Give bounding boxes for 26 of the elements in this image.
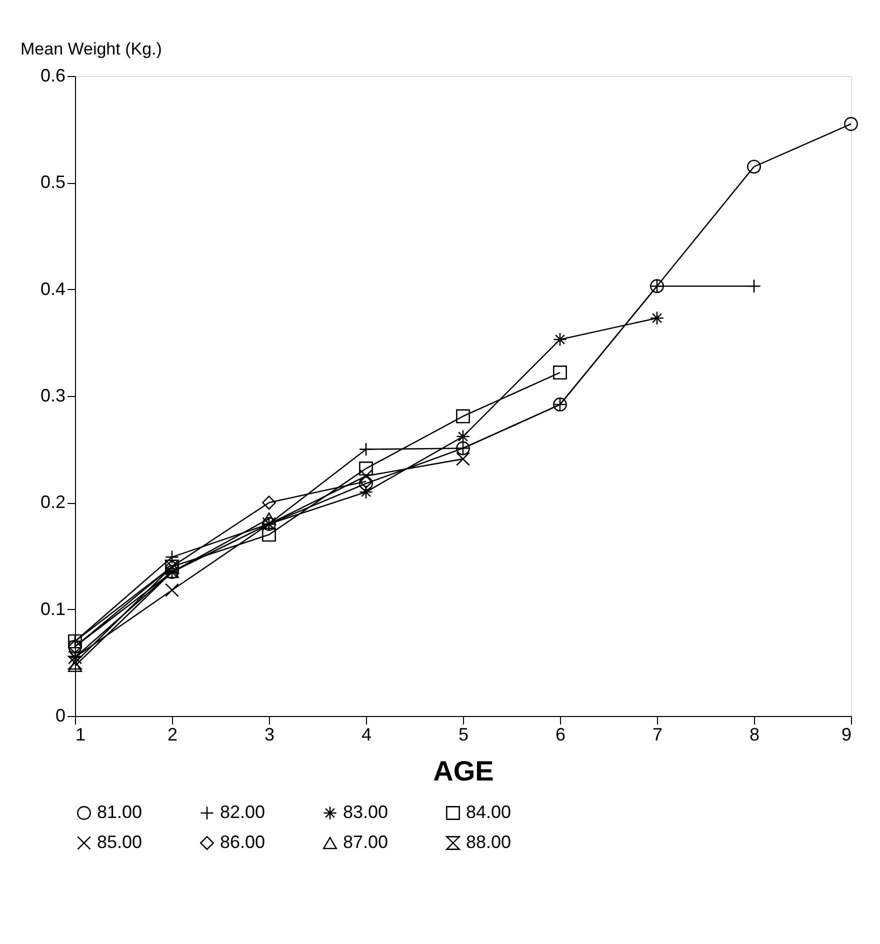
y-tick-label: 0.1 [40, 598, 66, 619]
y-tick-label: 0.5 [40, 172, 66, 192]
x-tick-label: 1 [76, 724, 86, 744]
y-tick-label: 0.4 [40, 278, 66, 299]
legend-label: 85.00 [97, 832, 142, 852]
legend-label: 83.00 [343, 802, 388, 822]
x-tick-label: 3 [264, 724, 275, 744]
y-axis-title: Mean Weight (Kg.) [20, 40, 162, 58]
legend-label: 82.00 [220, 802, 266, 822]
x-tick-label: 9 [841, 724, 852, 744]
y-tick-label: 0.6 [40, 66, 66, 86]
x-tick-label: 7 [652, 724, 663, 744]
legend-label: 86.00 [220, 832, 266, 852]
y-tick-label: 0.2 [40, 492, 66, 512]
legend-label: 84.00 [466, 802, 512, 822]
legend-label: 81.00 [97, 802, 142, 822]
x-tick-label: 8 [749, 724, 760, 744]
y-tick-label: 0 [55, 706, 66, 726]
legend-label: 88.00 [466, 832, 512, 852]
x-axis-title: AGE [433, 756, 494, 786]
x-tick-label: 2 [167, 724, 178, 744]
legend-label: 87.00 [343, 832, 388, 852]
x-tick-label: 6 [555, 724, 566, 744]
x-tick-label: 4 [361, 724, 372, 744]
y-tick-label: 0.3 [40, 386, 66, 406]
x-tick-label: 5 [458, 724, 469, 744]
